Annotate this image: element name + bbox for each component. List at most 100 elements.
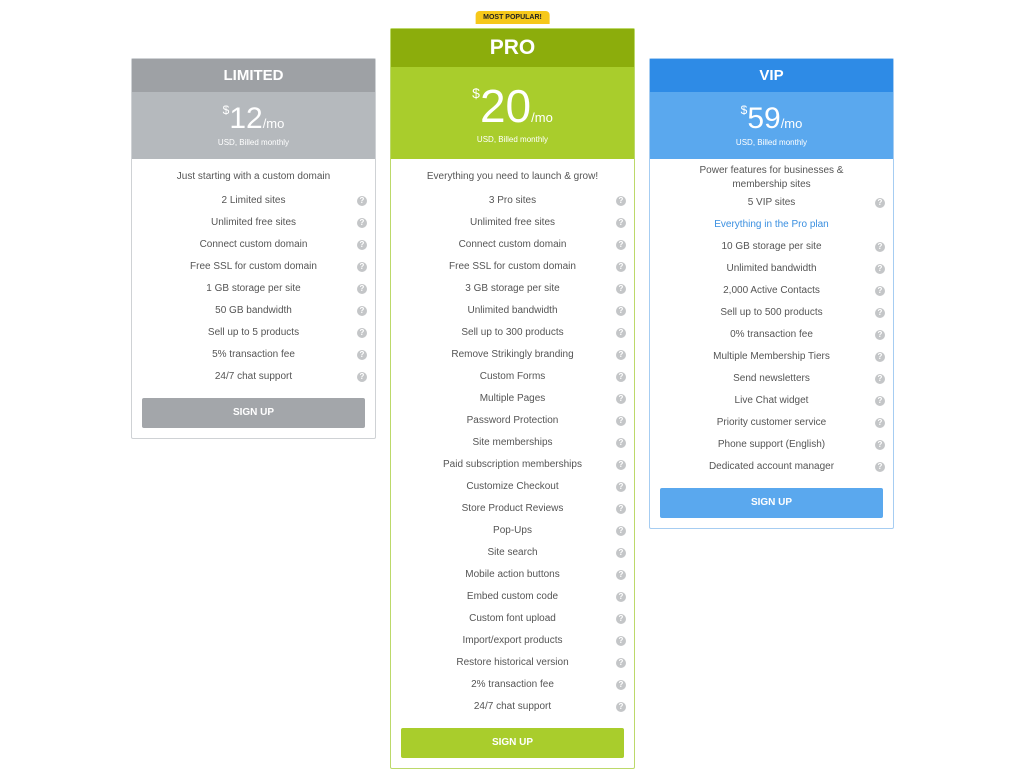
feature: 3 GB storage per site? bbox=[391, 278, 634, 300]
help-icon[interactable]: ? bbox=[357, 306, 367, 316]
help-icon[interactable]: ? bbox=[875, 264, 885, 274]
help-icon[interactable]: ? bbox=[616, 328, 626, 338]
help-icon[interactable]: ? bbox=[357, 372, 367, 382]
feature-text: Password Protection bbox=[466, 415, 559, 426]
currency: $ bbox=[472, 85, 480, 101]
feature-text: 2 Limited sites bbox=[221, 195, 286, 206]
feature: 2 Limited sites? bbox=[132, 190, 375, 212]
feature-text: Unlimited bandwidth bbox=[467, 305, 558, 316]
help-icon[interactable]: ? bbox=[357, 218, 367, 228]
help-icon[interactable]: ? bbox=[875, 418, 885, 428]
billing-note: USD, Billed monthly bbox=[476, 135, 549, 144]
sign-up-button[interactable]: SIGN UP bbox=[401, 728, 624, 758]
plan-card: VIP $59/mo USD, Billed monthly Power featur… bbox=[649, 58, 894, 529]
price-block: $12/mo USD, Billed monthly bbox=[132, 92, 375, 159]
feature-text: 24/7 chat support bbox=[473, 701, 552, 712]
help-icon[interactable]: ? bbox=[616, 350, 626, 360]
help-icon[interactable]: ? bbox=[616, 284, 626, 294]
period: /mo bbox=[780, 116, 803, 131]
feature: 24/7 chat support? bbox=[132, 366, 375, 388]
feature-text: Free SSL for custom domain bbox=[190, 261, 317, 272]
price-block: $59/mo USD, Billed monthly bbox=[650, 92, 893, 159]
feature-text: Custom Forms bbox=[479, 371, 546, 382]
help-icon[interactable]: ? bbox=[616, 262, 626, 272]
plan-card: MOST POPULAR! PRO $20/mo USD, Billed monthl… bbox=[390, 11, 635, 769]
feature: Password Protection? bbox=[391, 410, 634, 432]
help-icon[interactable]: ? bbox=[616, 394, 626, 404]
feature-text: 10 GB storage per site bbox=[721, 241, 822, 252]
help-icon[interactable]: ? bbox=[616, 614, 626, 624]
help-icon[interactable]: ? bbox=[616, 570, 626, 580]
billing-note: USD, Billed monthly bbox=[735, 138, 808, 147]
feature: Free SSL for custom domain? bbox=[391, 256, 634, 278]
feature-text: Connect custom domain bbox=[458, 239, 567, 250]
help-icon[interactable]: ? bbox=[875, 396, 885, 406]
help-icon[interactable]: ? bbox=[357, 262, 367, 272]
help-icon[interactable]: ? bbox=[875, 462, 885, 472]
currency: $ bbox=[740, 103, 748, 117]
period: /mo bbox=[262, 116, 285, 131]
feature-text: Embed custom code bbox=[466, 591, 559, 602]
help-icon[interactable]: ? bbox=[616, 416, 626, 426]
feature: Remove Strikingly branding? bbox=[391, 344, 634, 366]
help-icon[interactable]: ? bbox=[875, 374, 885, 384]
feature-text: Phone support (English) bbox=[717, 439, 826, 450]
feature: Customize Checkout? bbox=[391, 476, 634, 498]
feature: 3 Pro sites? bbox=[391, 190, 634, 212]
help-icon[interactable]: ? bbox=[616, 504, 626, 514]
price: $12/mo bbox=[132, 102, 375, 136]
tagline: Power features for businesses & membersh… bbox=[699, 165, 844, 190]
help-icon[interactable]: ? bbox=[616, 196, 626, 206]
help-icon[interactable]: ? bbox=[875, 352, 885, 362]
sign-up-button[interactable]: SIGN UP bbox=[142, 398, 365, 428]
feature-text: Custom font upload bbox=[469, 613, 556, 624]
feature: Unlimited bandwidth? bbox=[391, 300, 634, 322]
help-icon[interactable]: ? bbox=[357, 196, 367, 206]
feature: Unlimited free sites? bbox=[132, 212, 375, 234]
help-icon[interactable]: ? bbox=[616, 680, 626, 690]
help-icon[interactable]: ? bbox=[875, 198, 885, 208]
help-icon[interactable]: ? bbox=[616, 548, 626, 558]
help-icon[interactable]: ? bbox=[616, 306, 626, 316]
help-icon[interactable]: ? bbox=[616, 592, 626, 602]
help-icon[interactable]: ? bbox=[875, 308, 885, 318]
feature-text: 2% transaction fee bbox=[471, 679, 554, 690]
feature: Site memberships? bbox=[391, 432, 634, 454]
feature: Site search? bbox=[391, 542, 634, 564]
feature: 50 GB bandwidth? bbox=[132, 300, 375, 322]
feature-text: Pop-Ups bbox=[493, 525, 532, 536]
feature: 5% transaction fee? bbox=[132, 344, 375, 366]
feature-text: Everything in the Pro plan bbox=[714, 219, 829, 230]
feature-text: Sell up to 500 products bbox=[720, 307, 823, 318]
feature-text: Paid subscription memberships bbox=[443, 459, 582, 470]
sign-up-button[interactable]: SIGN UP bbox=[660, 488, 883, 518]
help-icon[interactable]: ? bbox=[875, 440, 885, 450]
feature: Dedicated account manager? bbox=[650, 456, 893, 478]
feature-text: Multiple Pages bbox=[479, 393, 546, 404]
feature-text: Mobile action buttons bbox=[465, 569, 560, 580]
feature: Connect custom domain? bbox=[391, 234, 634, 256]
help-icon[interactable]: ? bbox=[616, 702, 626, 712]
feature: Everything in the Pro plan bbox=[650, 214, 893, 236]
help-icon[interactable]: ? bbox=[875, 330, 885, 340]
feature-text: 5 VIP sites bbox=[747, 197, 796, 208]
help-icon[interactable]: ? bbox=[357, 284, 367, 294]
help-icon[interactable]: ? bbox=[616, 636, 626, 646]
feature: Free SSL for custom domain? bbox=[132, 256, 375, 278]
help-icon[interactable]: ? bbox=[616, 240, 626, 250]
help-icon[interactable]: ? bbox=[875, 286, 885, 296]
help-icon[interactable]: ? bbox=[357, 350, 367, 360]
help-icon[interactable]: ? bbox=[616, 526, 626, 536]
help-icon[interactable]: ? bbox=[357, 240, 367, 250]
feature-text: Import/export products bbox=[462, 635, 563, 646]
help-icon[interactable]: ? bbox=[616, 658, 626, 668]
help-icon[interactable]: ? bbox=[616, 372, 626, 382]
help-icon[interactable]: ? bbox=[616, 460, 626, 470]
help-icon[interactable]: ? bbox=[616, 218, 626, 228]
help-icon[interactable]: ? bbox=[357, 328, 367, 338]
help-icon[interactable]: ? bbox=[875, 242, 885, 252]
help-icon[interactable]: ? bbox=[616, 482, 626, 492]
amount: 12 bbox=[229, 102, 263, 135]
help-icon[interactable]: ? bbox=[616, 438, 626, 448]
plan-name: LIMITED bbox=[132, 59, 375, 92]
